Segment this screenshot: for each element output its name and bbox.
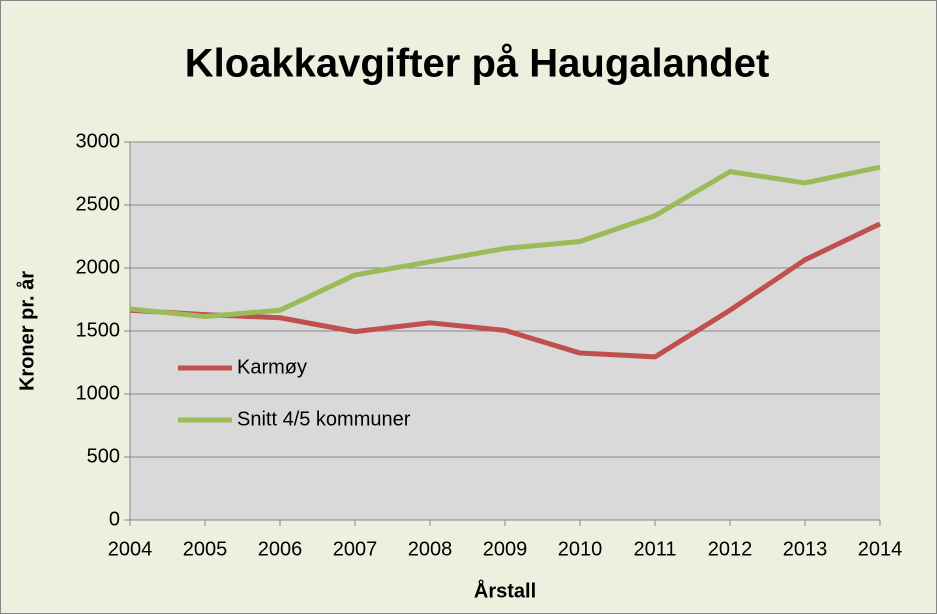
- legend-label: Snitt 4/5 kommuner: [237, 408, 411, 430]
- x-tick-label: 2010: [558, 538, 603, 560]
- y-tick-label: 1500: [76, 319, 121, 341]
- x-tick-label: 2012: [708, 538, 753, 560]
- legend-label: Karmøy: [237, 356, 307, 378]
- y-tick-label: 500: [87, 445, 120, 467]
- y-tick-label: 1000: [76, 382, 121, 404]
- y-tick-label: 2000: [76, 256, 121, 278]
- x-tick-label: 2004: [108, 538, 153, 560]
- chart-title: Kloakkavgifter på Haugalandet: [185, 42, 770, 86]
- x-tick-label: 2008: [408, 538, 453, 560]
- y-axis-label: Kroner pr. år: [15, 271, 38, 391]
- x-tick-label: 2006: [258, 538, 303, 560]
- x-axis-label: Årstall: [474, 578, 536, 602]
- series-line: [129, 164, 881, 320]
- x-tick-label: 2011: [633, 538, 676, 560]
- x-tick-label: 2013: [783, 538, 828, 560]
- series-line: [129, 221, 882, 360]
- x-tick-label: 2009: [483, 538, 528, 560]
- x-tick-label: 2007: [333, 538, 378, 560]
- y-tick-label: 3000: [76, 130, 121, 152]
- y-tick-label: 2500: [76, 193, 121, 215]
- y-tick-label: 0: [109, 508, 120, 530]
- x-tick-label: 2014: [858, 538, 903, 560]
- x-tick-label: 2005: [183, 538, 228, 560]
